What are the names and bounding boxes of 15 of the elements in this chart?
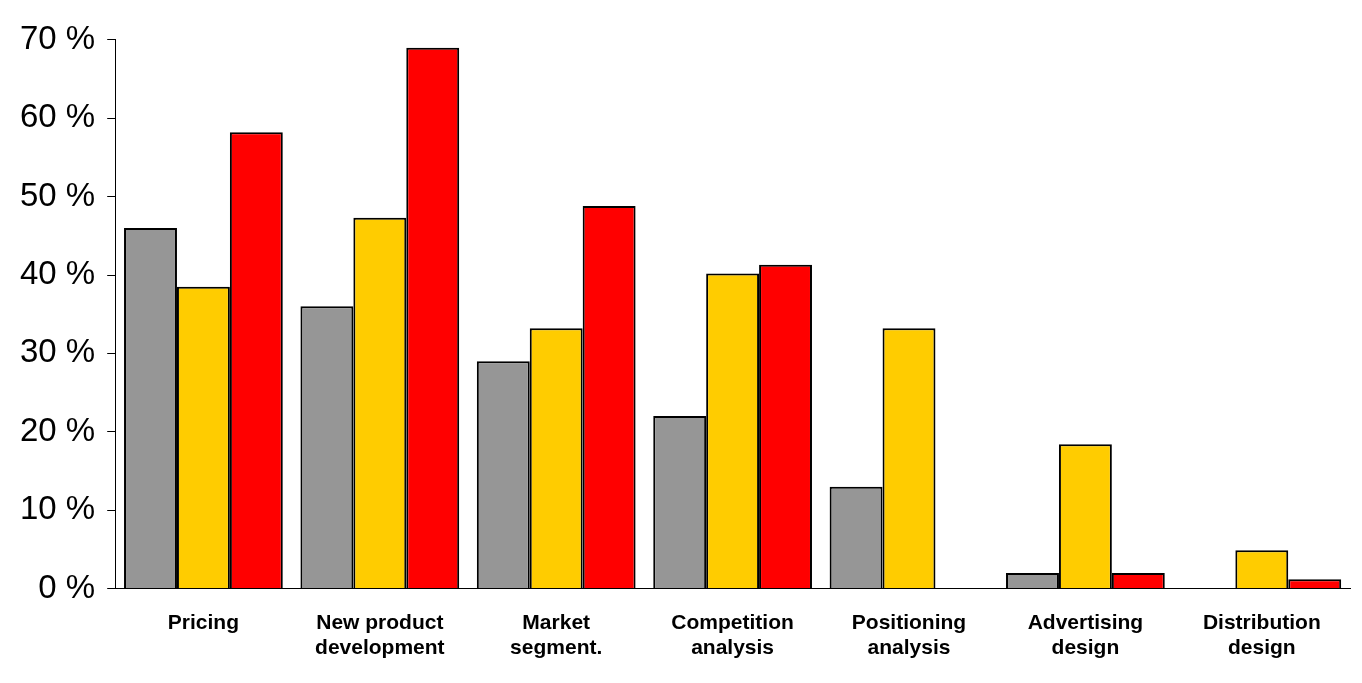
y-tick-label: 30 % (20, 332, 96, 370)
y-tick-label: 10 % (20, 489, 96, 527)
x-tick-label: Market segment. (510, 610, 603, 659)
y-tick-label: 70 % (20, 18, 96, 56)
y-tick-label: 50 % (20, 175, 96, 213)
x-tick-label: Positioning analysis (851, 610, 967, 659)
x-tick-label: Advertising design (1027, 610, 1144, 659)
y-tick-label: 60 % (20, 97, 96, 135)
x-tick-label: New product development (315, 610, 445, 659)
y-tick-label: 0 % (38, 567, 96, 605)
y-tick-label: 40 % (20, 254, 96, 292)
x-tick-label: Competition analysis (671, 610, 794, 659)
x-tick-label: Distribution design (1202, 610, 1321, 659)
y-tick-label: 20 % (20, 410, 96, 448)
x-tick-label: Pricing (167, 610, 240, 633)
